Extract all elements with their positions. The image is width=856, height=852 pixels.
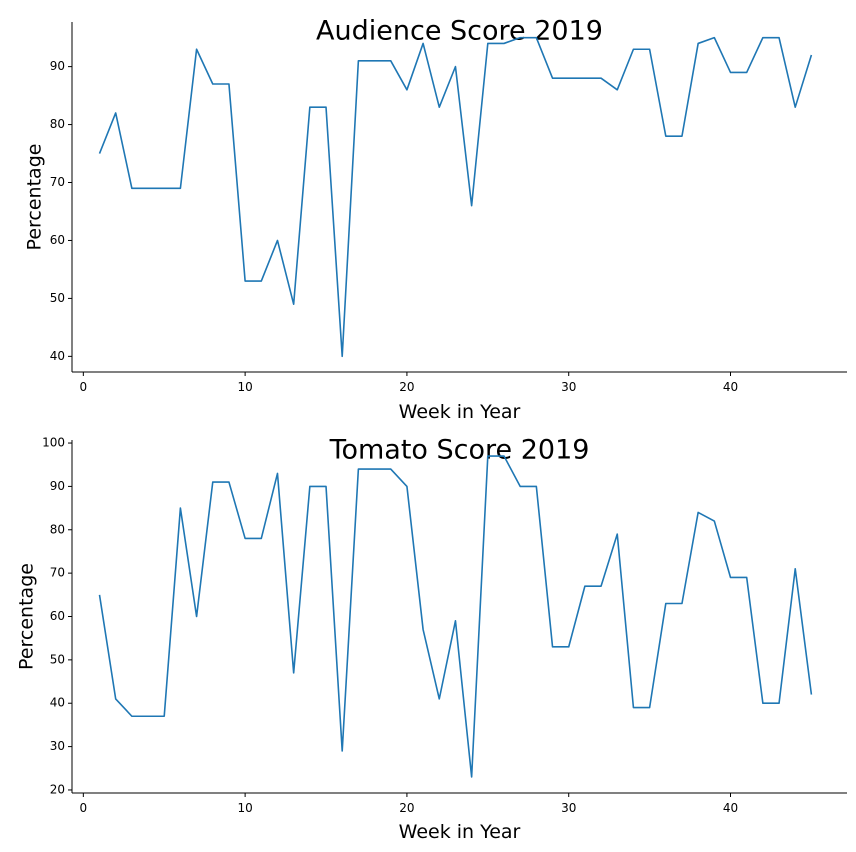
y-tick-label: 40 bbox=[50, 696, 65, 710]
y-tick-label: 90 bbox=[50, 479, 65, 493]
x-tick-label: 40 bbox=[723, 801, 738, 815]
x-axis-title: Week in Year bbox=[399, 821, 521, 843]
y-tick-label: 80 bbox=[50, 522, 65, 536]
x-tick-label: 20 bbox=[399, 380, 414, 394]
chart-title: Tomato Score 2019 bbox=[329, 435, 590, 466]
x-tick-label: 40 bbox=[723, 380, 738, 394]
series-line bbox=[98, 455, 813, 778]
y-tick-label: 50 bbox=[50, 291, 65, 305]
y-tick-label: 70 bbox=[50, 566, 65, 580]
series-line bbox=[98, 36, 813, 358]
y-tick-label: 60 bbox=[50, 233, 65, 247]
x-tick-label: 10 bbox=[237, 801, 252, 815]
tomato-score-chart: Tomato Score 2019 Week in Year Percentag… bbox=[16, 435, 847, 843]
y-tick-label: 30 bbox=[50, 739, 65, 753]
x-axis-title: Week in Year bbox=[399, 401, 521, 423]
x-tick-label: 10 bbox=[237, 380, 252, 394]
x-tick-label: 30 bbox=[561, 801, 576, 815]
x-tick-label: 30 bbox=[561, 380, 576, 394]
x-tick-label: 20 bbox=[399, 801, 414, 815]
x-tick-label: 0 bbox=[80, 801, 88, 815]
y-tick-label: 60 bbox=[50, 609, 65, 623]
y-tick-label: 90 bbox=[50, 59, 65, 73]
y-tick-label: 80 bbox=[50, 117, 65, 131]
y-tick-label: 100 bbox=[42, 436, 65, 450]
y-tick-label: 20 bbox=[50, 782, 65, 796]
x-tick-label: 0 bbox=[80, 380, 88, 394]
y-tick-label: 70 bbox=[50, 175, 65, 189]
chart-title: Audience Score 2019 bbox=[316, 16, 603, 47]
y-axis-title: Percentage bbox=[24, 144, 46, 251]
y-axis-title: Percentage bbox=[16, 563, 38, 670]
y-tick-label: 40 bbox=[50, 349, 65, 363]
y-tick-label: 50 bbox=[50, 652, 65, 666]
audience-score-chart: Audience Score 2019 Week in Year Percent… bbox=[24, 16, 847, 423]
